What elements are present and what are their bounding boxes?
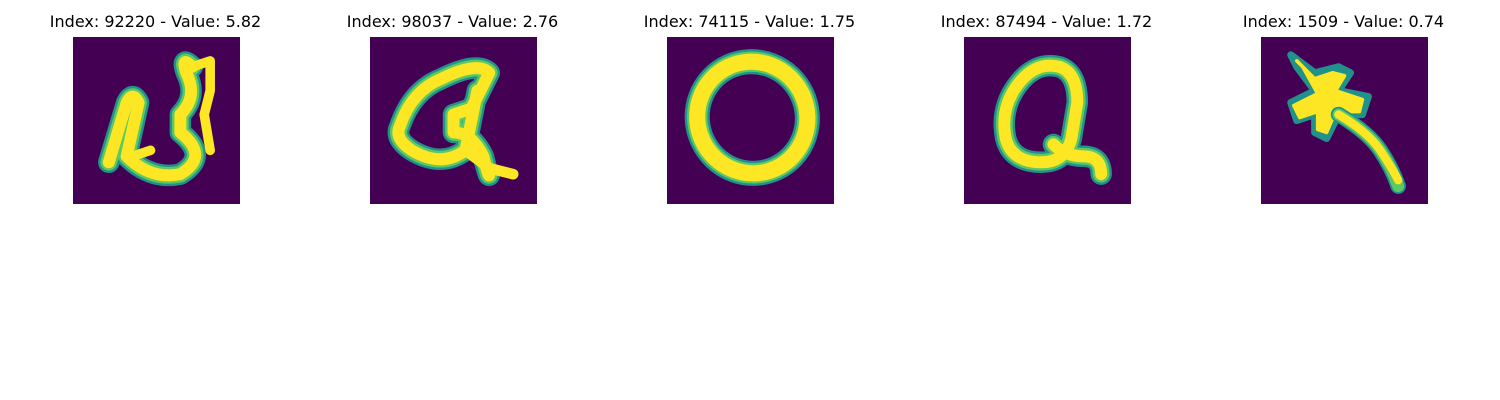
panel-title: Index: 92220 - Value: 5.82 xyxy=(49,12,262,31)
digit-image xyxy=(73,37,240,204)
image-panel: Index: 74115 - Value: 1.75 xyxy=(601,0,898,400)
panel-title: Index: 74115 - Value: 1.75 xyxy=(643,12,856,31)
panel-title: Index: 1509 - Value: 0.74 xyxy=(1242,12,1445,31)
panel-title: Index: 98037 - Value: 2.76 xyxy=(346,12,559,31)
digit-image xyxy=(370,37,537,204)
image-panel: Index: 92220 - Value: 5.82 xyxy=(7,0,304,400)
digit-image xyxy=(667,37,834,204)
panel-title: Index: 87494 - Value: 1.72 xyxy=(940,12,1153,31)
glyph-stroke xyxy=(993,54,1112,185)
image-panel: Index: 1509 - Value: 0.74 xyxy=(1195,0,1492,400)
glyph-stroke xyxy=(387,57,519,187)
glyph-stroke xyxy=(98,51,215,187)
digit-image xyxy=(1261,37,1428,204)
digit-image xyxy=(964,37,1131,204)
image-panel: Index: 98037 - Value: 2.76 xyxy=(304,0,601,400)
glyph-stroke xyxy=(1287,51,1406,194)
glyph-stroke xyxy=(684,49,820,186)
image-panel: Index: 87494 - Value: 1.72 xyxy=(898,0,1195,400)
